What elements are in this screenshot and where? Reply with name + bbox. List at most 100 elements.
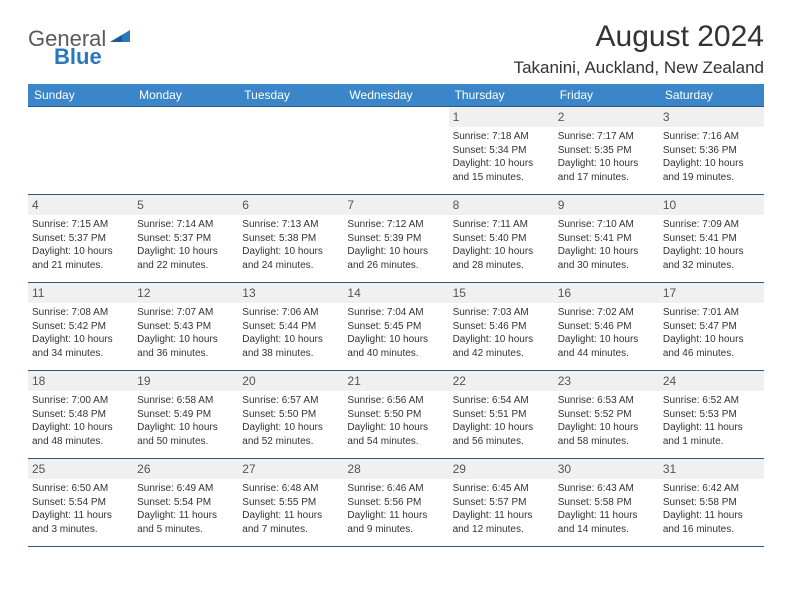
sunset-text: Sunset: 5:35 PM bbox=[558, 144, 655, 158]
sunset-text: Sunset: 5:56 PM bbox=[347, 496, 444, 510]
daylight-text: Daylight: 10 hours and 48 minutes. bbox=[32, 421, 129, 448]
sunrise-text: Sunrise: 7:06 AM bbox=[242, 306, 339, 320]
sunset-text: Sunset: 5:43 PM bbox=[137, 320, 234, 334]
daylight-text: Daylight: 11 hours and 14 minutes. bbox=[558, 509, 655, 536]
sunset-text: Sunset: 5:41 PM bbox=[663, 232, 760, 246]
calendar-week-row: 1Sunrise: 7:18 AMSunset: 5:34 PMDaylight… bbox=[28, 107, 764, 195]
calendar-day-cell: 17Sunrise: 7:01 AMSunset: 5:47 PMDayligh… bbox=[659, 283, 764, 371]
daylight-text: Daylight: 10 hours and 15 minutes. bbox=[453, 157, 550, 184]
sunset-text: Sunset: 5:48 PM bbox=[32, 408, 129, 422]
calendar-day-cell: 11Sunrise: 7:08 AMSunset: 5:42 PMDayligh… bbox=[28, 283, 133, 371]
location-text: Takanini, Auckland, New Zealand bbox=[514, 58, 764, 78]
calendar-day-cell: 8Sunrise: 7:11 AMSunset: 5:40 PMDaylight… bbox=[449, 195, 554, 283]
daylight-text: Daylight: 10 hours and 24 minutes. bbox=[242, 245, 339, 272]
day-number: 29 bbox=[449, 459, 554, 479]
brand-text-blue: Blue bbox=[54, 44, 102, 70]
weekday-header: Sunday bbox=[28, 84, 133, 107]
daylight-text: Daylight: 10 hours and 46 minutes. bbox=[663, 333, 760, 360]
header: General Blue August 2024 Takanini, Auckl… bbox=[28, 20, 764, 78]
daylight-text: Daylight: 11 hours and 3 minutes. bbox=[32, 509, 129, 536]
day-number: 12 bbox=[133, 283, 238, 303]
daylight-text: Daylight: 11 hours and 5 minutes. bbox=[137, 509, 234, 536]
sunrise-text: Sunrise: 6:46 AM bbox=[347, 482, 444, 496]
weekday-header: Wednesday bbox=[343, 84, 448, 107]
sunset-text: Sunset: 5:55 PM bbox=[242, 496, 339, 510]
calendar-day-cell: 28Sunrise: 6:46 AMSunset: 5:56 PMDayligh… bbox=[343, 459, 448, 547]
calendar-day-cell: 9Sunrise: 7:10 AMSunset: 5:41 PMDaylight… bbox=[554, 195, 659, 283]
daylight-text: Daylight: 10 hours and 19 minutes. bbox=[663, 157, 760, 184]
calendar-day-cell: 29Sunrise: 6:45 AMSunset: 5:57 PMDayligh… bbox=[449, 459, 554, 547]
daylight-text: Daylight: 10 hours and 58 minutes. bbox=[558, 421, 655, 448]
sunrise-text: Sunrise: 6:50 AM bbox=[32, 482, 129, 496]
daylight-text: Daylight: 10 hours and 26 minutes. bbox=[347, 245, 444, 272]
calendar-day-cell: 21Sunrise: 6:56 AMSunset: 5:50 PMDayligh… bbox=[343, 371, 448, 459]
calendar-day-cell: 12Sunrise: 7:07 AMSunset: 5:43 PMDayligh… bbox=[133, 283, 238, 371]
calendar-day-cell: 7Sunrise: 7:12 AMSunset: 5:39 PMDaylight… bbox=[343, 195, 448, 283]
sunrise-text: Sunrise: 7:16 AM bbox=[663, 130, 760, 144]
calendar-week-row: 25Sunrise: 6:50 AMSunset: 5:54 PMDayligh… bbox=[28, 459, 764, 547]
day-number: 22 bbox=[449, 371, 554, 391]
day-number: 3 bbox=[659, 107, 764, 127]
daylight-text: Daylight: 10 hours and 28 minutes. bbox=[453, 245, 550, 272]
calendar-week-row: 4Sunrise: 7:15 AMSunset: 5:37 PMDaylight… bbox=[28, 195, 764, 283]
calendar-day-cell: 25Sunrise: 6:50 AMSunset: 5:54 PMDayligh… bbox=[28, 459, 133, 547]
sunset-text: Sunset: 5:45 PM bbox=[347, 320, 444, 334]
day-number: 18 bbox=[28, 371, 133, 391]
day-number: 13 bbox=[238, 283, 343, 303]
day-number: 24 bbox=[659, 371, 764, 391]
weekday-header: Saturday bbox=[659, 84, 764, 107]
day-number: 21 bbox=[343, 371, 448, 391]
daylight-text: Daylight: 10 hours and 34 minutes. bbox=[32, 333, 129, 360]
sunset-text: Sunset: 5:34 PM bbox=[453, 144, 550, 158]
day-number: 2 bbox=[554, 107, 659, 127]
daylight-text: Daylight: 10 hours and 30 minutes. bbox=[558, 245, 655, 272]
calendar-day-cell: 5Sunrise: 7:14 AMSunset: 5:37 PMDaylight… bbox=[133, 195, 238, 283]
page-title: August 2024 bbox=[514, 20, 764, 54]
calendar-day-cell: 6Sunrise: 7:13 AMSunset: 5:38 PMDaylight… bbox=[238, 195, 343, 283]
calendar-day-cell: 13Sunrise: 7:06 AMSunset: 5:44 PMDayligh… bbox=[238, 283, 343, 371]
calendar-day-cell: 10Sunrise: 7:09 AMSunset: 5:41 PMDayligh… bbox=[659, 195, 764, 283]
sunset-text: Sunset: 5:39 PM bbox=[347, 232, 444, 246]
sunrise-text: Sunrise: 6:45 AM bbox=[453, 482, 550, 496]
calendar-day-cell: 18Sunrise: 7:00 AMSunset: 5:48 PMDayligh… bbox=[28, 371, 133, 459]
day-number: 23 bbox=[554, 371, 659, 391]
calendar-empty-cell bbox=[343, 107, 448, 195]
sunrise-text: Sunrise: 7:08 AM bbox=[32, 306, 129, 320]
sunset-text: Sunset: 5:36 PM bbox=[663, 144, 760, 158]
daylight-text: Daylight: 10 hours and 54 minutes. bbox=[347, 421, 444, 448]
daylight-text: Daylight: 10 hours and 42 minutes. bbox=[453, 333, 550, 360]
sunrise-text: Sunrise: 6:57 AM bbox=[242, 394, 339, 408]
daylight-text: Daylight: 10 hours and 36 minutes. bbox=[137, 333, 234, 360]
calendar-empty-cell bbox=[28, 107, 133, 195]
sunrise-text: Sunrise: 6:49 AM bbox=[137, 482, 234, 496]
sunrise-text: Sunrise: 7:01 AM bbox=[663, 306, 760, 320]
sunset-text: Sunset: 5:46 PM bbox=[558, 320, 655, 334]
calendar-day-cell: 1Sunrise: 7:18 AMSunset: 5:34 PMDaylight… bbox=[449, 107, 554, 195]
day-number: 16 bbox=[554, 283, 659, 303]
sunset-text: Sunset: 5:52 PM bbox=[558, 408, 655, 422]
calendar-day-cell: 20Sunrise: 6:57 AMSunset: 5:50 PMDayligh… bbox=[238, 371, 343, 459]
calendar-day-cell: 24Sunrise: 6:52 AMSunset: 5:53 PMDayligh… bbox=[659, 371, 764, 459]
weekday-header: Thursday bbox=[449, 84, 554, 107]
day-number: 8 bbox=[449, 195, 554, 215]
title-block: August 2024 Takanini, Auckland, New Zeal… bbox=[514, 20, 764, 78]
daylight-text: Daylight: 10 hours and 38 minutes. bbox=[242, 333, 339, 360]
sunrise-text: Sunrise: 7:02 AM bbox=[558, 306, 655, 320]
day-number: 6 bbox=[238, 195, 343, 215]
day-number: 4 bbox=[28, 195, 133, 215]
day-number: 7 bbox=[343, 195, 448, 215]
sunrise-text: Sunrise: 7:18 AM bbox=[453, 130, 550, 144]
sunrise-text: Sunrise: 7:03 AM bbox=[453, 306, 550, 320]
day-number: 19 bbox=[133, 371, 238, 391]
sunset-text: Sunset: 5:58 PM bbox=[558, 496, 655, 510]
sunset-text: Sunset: 5:50 PM bbox=[347, 408, 444, 422]
sunrise-text: Sunrise: 6:48 AM bbox=[242, 482, 339, 496]
sunset-text: Sunset: 5:58 PM bbox=[663, 496, 760, 510]
calendar-day-cell: 30Sunrise: 6:43 AMSunset: 5:58 PMDayligh… bbox=[554, 459, 659, 547]
sunset-text: Sunset: 5:37 PM bbox=[137, 232, 234, 246]
daylight-text: Daylight: 10 hours and 17 minutes. bbox=[558, 157, 655, 184]
day-number: 9 bbox=[554, 195, 659, 215]
sunrise-text: Sunrise: 7:11 AM bbox=[453, 218, 550, 232]
daylight-text: Daylight: 10 hours and 56 minutes. bbox=[453, 421, 550, 448]
day-number: 10 bbox=[659, 195, 764, 215]
